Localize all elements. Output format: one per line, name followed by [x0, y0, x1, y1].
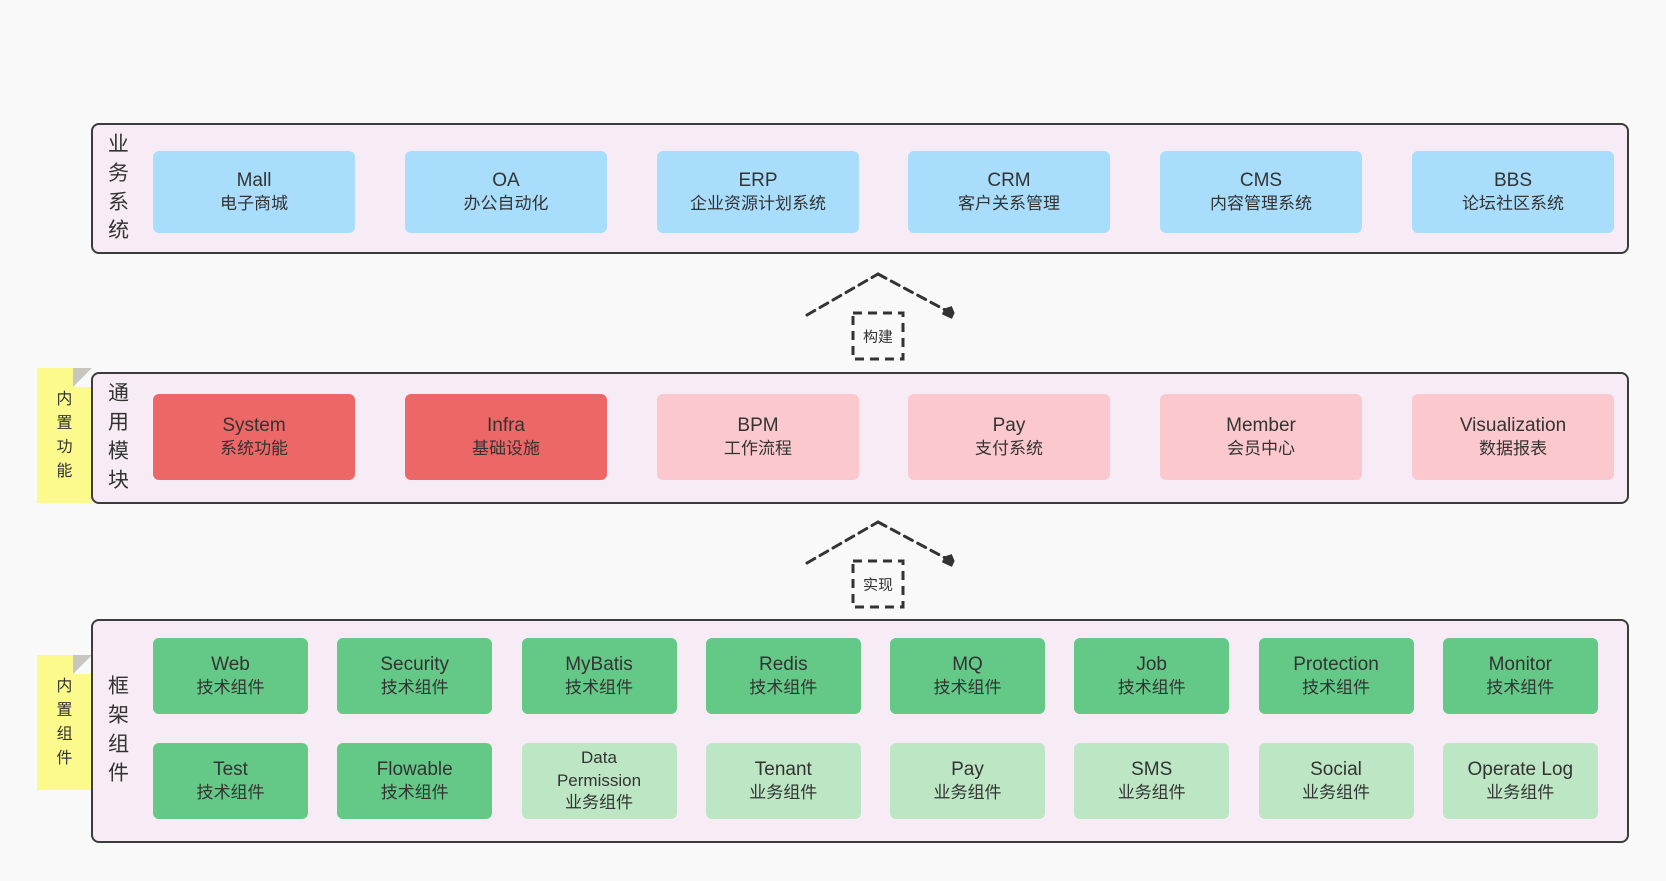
svg-text:实现: 实现 [863, 574, 893, 595]
svg-text:构建: 构建 [863, 326, 893, 347]
